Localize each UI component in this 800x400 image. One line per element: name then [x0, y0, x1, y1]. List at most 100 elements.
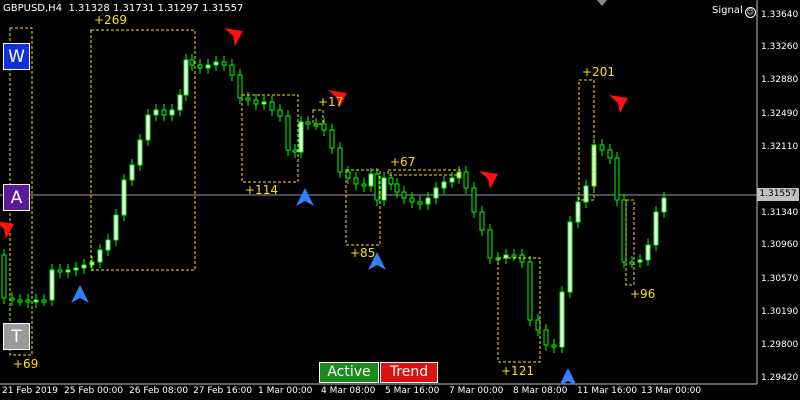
trend-button[interactable]: Trend: [380, 362, 438, 383]
t-button[interactable]: T: [3, 323, 30, 350]
candle-body: [543, 329, 549, 346]
signal-box: [625, 199, 635, 286]
candle-body: [433, 187, 439, 199]
candle-body: [57, 269, 63, 273]
candle-body: [121, 179, 127, 216]
candle-body: [25, 299, 31, 303]
candle-body: [221, 61, 227, 66]
candle-body: [245, 97, 251, 101]
time-label: 21 Feb 2019: [2, 386, 59, 396]
smiley-icon: ☺: [744, 7, 756, 18]
time-label: 8 Mar 08:00: [513, 386, 568, 396]
candle-body: [89, 261, 95, 266]
a-button[interactable]: A: [3, 184, 30, 211]
pips-annotation: +67: [390, 155, 416, 169]
buy-arrow-icon: [368, 252, 386, 270]
sell-arrow-icon: [609, 95, 628, 113]
price-label: 1.30570: [761, 274, 799, 284]
candle-body: [161, 109, 167, 116]
candle-body: [527, 261, 533, 321]
candle-body: [567, 221, 573, 293]
candle-body: [65, 269, 71, 273]
candle-body: [33, 299, 39, 303]
time-label: 5 Mar 16:00: [385, 386, 440, 396]
signal-box: [90, 29, 196, 271]
sell-arrow-icon: [479, 171, 498, 189]
candle-body: [253, 99, 259, 105]
candle-body: [129, 164, 135, 181]
time-label: 7 Mar 00:00: [449, 386, 504, 396]
scroll-marker-icon[interactable]: [597, 0, 607, 6]
buy-arrow-icon: [296, 188, 314, 206]
pips-annotation: +269: [94, 13, 127, 27]
candle-body: [463, 171, 469, 189]
candle-body: [607, 149, 613, 159]
time-label: 11 Mar 16:00: [577, 386, 638, 396]
signal-arrows: [0, 28, 628, 386]
candle-body: [645, 244, 651, 261]
candle-body: [368, 173, 374, 187]
candle-body: [661, 197, 667, 213]
candle-body: [197, 64, 203, 69]
signal-indicator[interactable]: Signal ☺: [712, 5, 756, 18]
candle-body: [177, 94, 183, 111]
candle-body: [345, 171, 351, 179]
signal-box: [578, 79, 595, 201]
candle-body: [205, 64, 211, 69]
candle-body: [637, 259, 643, 263]
candle-body: [487, 229, 493, 259]
price-label: 1.32110: [761, 142, 799, 152]
symbol-label: GBPUSD,H4: [3, 3, 63, 14]
candle-body: [479, 211, 485, 231]
candle-body: [113, 214, 119, 241]
candle-body: [73, 267, 79, 271]
candle-body: [583, 185, 589, 203]
price-label: 1.33640: [761, 10, 799, 20]
sell-arrow-icon: [328, 90, 347, 108]
price-label: 1.32490: [761, 109, 799, 119]
candle-body: [511, 254, 517, 258]
w-button[interactable]: W: [3, 43, 30, 70]
candle-body: [169, 109, 175, 116]
candle-body: [381, 177, 387, 201]
candle-body: [298, 121, 304, 153]
signal-box: [241, 94, 299, 183]
candlestick-series: [1, 54, 667, 353]
signal-box: [312, 109, 324, 125]
candle-body: [559, 291, 565, 348]
pips-annotation: +121: [501, 364, 534, 378]
current-price-badge: 1.31557: [757, 188, 799, 201]
candle-body: [292, 149, 298, 153]
candle-body: [614, 157, 620, 201]
candle-body: [285, 115, 291, 151]
candle-body: [575, 201, 581, 223]
candle-body: [337, 147, 343, 173]
pips-annotation: +201: [582, 65, 615, 79]
candle-body: [599, 144, 605, 151]
active-button[interactable]: Active: [319, 362, 379, 383]
candle-body: [237, 74, 243, 99]
time-label: 25 Feb 00:00: [64, 386, 124, 396]
candle-body: [1, 254, 7, 299]
candle-body: [17, 299, 23, 303]
signal-label: Signal: [712, 5, 743, 16]
time-label: 4 Mar 08:00: [321, 386, 376, 396]
candle-body: [189, 59, 195, 66]
sell-arrow-icon: [0, 221, 14, 239]
candle-body: [81, 264, 87, 269]
candle-body: [213, 61, 219, 66]
candle-body: [321, 123, 327, 131]
ohlc-values: 1.31328 1.31731 1.31297 1.31557: [68, 3, 244, 14]
candle-body: [183, 59, 189, 96]
pips-annotation: +85: [350, 246, 376, 260]
pips-annotation: +17: [318, 95, 344, 109]
candle-body: [409, 197, 415, 203]
signal-box: [9, 27, 33, 356]
candle-body: [441, 181, 447, 189]
candle-body: [394, 183, 400, 193]
candle-body: [353, 177, 359, 185]
time-label: 1 Mar 00:00: [258, 386, 313, 396]
candle-body: [105, 239, 111, 251]
candle-body: [621, 199, 627, 263]
